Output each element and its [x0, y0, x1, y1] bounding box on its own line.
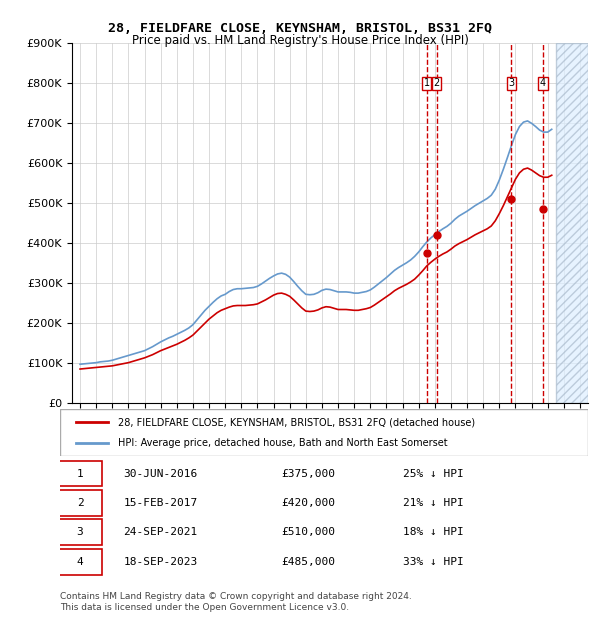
FancyBboxPatch shape	[60, 409, 588, 456]
Text: 1: 1	[77, 469, 83, 479]
Text: 18% ↓ HPI: 18% ↓ HPI	[403, 528, 464, 538]
Text: 28, FIELDFARE CLOSE, KEYNSHAM, BRISTOL, BS31 2FQ: 28, FIELDFARE CLOSE, KEYNSHAM, BRISTOL, …	[108, 22, 492, 35]
Text: 1: 1	[424, 78, 430, 89]
Text: 4: 4	[77, 557, 83, 567]
Text: 28, FIELDFARE CLOSE, KEYNSHAM, BRISTOL, BS31 2FQ (detached house): 28, FIELDFARE CLOSE, KEYNSHAM, BRISTOL, …	[118, 417, 475, 427]
FancyBboxPatch shape	[58, 549, 102, 575]
Bar	[556, 43, 588, 403]
Text: 2: 2	[77, 498, 83, 508]
Text: This data is licensed under the Open Government Licence v3.0.: This data is licensed under the Open Gov…	[60, 603, 349, 612]
FancyBboxPatch shape	[58, 490, 102, 516]
Text: Contains HM Land Registry data © Crown copyright and database right 2024.: Contains HM Land Registry data © Crown c…	[60, 592, 412, 601]
Text: £510,000: £510,000	[282, 528, 336, 538]
FancyBboxPatch shape	[58, 461, 102, 487]
Text: HPI: Average price, detached house, Bath and North East Somerset: HPI: Average price, detached house, Bath…	[118, 438, 448, 448]
Text: 33% ↓ HPI: 33% ↓ HPI	[403, 557, 464, 567]
Text: 18-SEP-2023: 18-SEP-2023	[124, 557, 197, 567]
Text: 3: 3	[508, 78, 514, 89]
Text: £420,000: £420,000	[282, 498, 336, 508]
Text: 25% ↓ HPI: 25% ↓ HPI	[403, 469, 464, 479]
Text: 21% ↓ HPI: 21% ↓ HPI	[403, 498, 464, 508]
Text: 3: 3	[77, 528, 83, 538]
Text: £375,000: £375,000	[282, 469, 336, 479]
Text: 15-FEB-2017: 15-FEB-2017	[124, 498, 197, 508]
Text: 2: 2	[434, 78, 440, 89]
Text: Price paid vs. HM Land Registry's House Price Index (HPI): Price paid vs. HM Land Registry's House …	[131, 34, 469, 47]
Text: 24-SEP-2021: 24-SEP-2021	[124, 528, 197, 538]
FancyBboxPatch shape	[58, 520, 102, 546]
Text: 4: 4	[540, 78, 546, 89]
Text: 30-JUN-2016: 30-JUN-2016	[124, 469, 197, 479]
Text: £485,000: £485,000	[282, 557, 336, 567]
